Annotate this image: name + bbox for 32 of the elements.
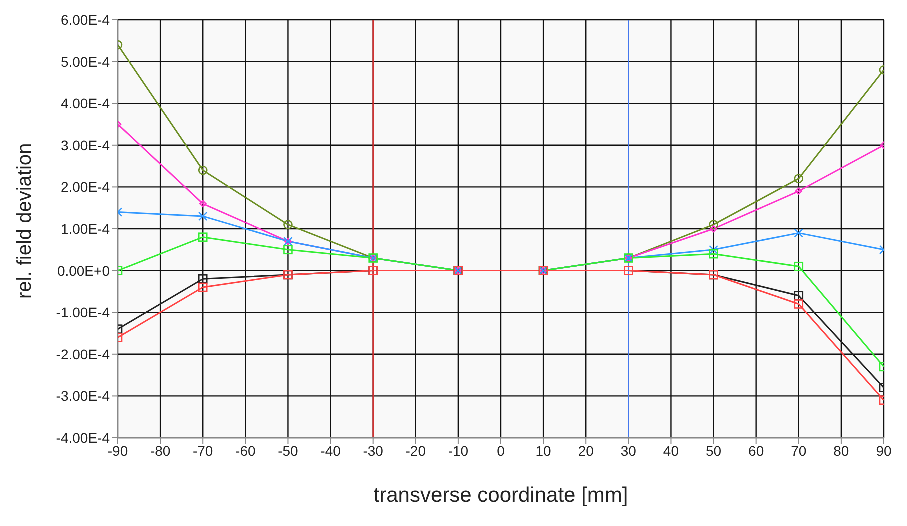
x-tick-label: -50 [278, 442, 299, 459]
x-tick-label: 0 [497, 442, 506, 459]
x-tick-label: 60 [748, 442, 764, 459]
x-tick-label: 50 [706, 442, 722, 459]
y-tick-label: 5.00E-4 [60, 54, 110, 70]
x-tick-label: -40 [320, 442, 342, 459]
x-tick-label: -60 [236, 442, 256, 459]
x-tick-label: 80 [834, 442, 850, 459]
y-tick-label: -2.00E-4 [56, 346, 110, 362]
y-tick-label: -3.00E-4 [56, 388, 110, 404]
x-tick-label: -70 [192, 442, 214, 459]
y-tick-label: 3.00E-4 [60, 137, 110, 154]
y-axis-title: rel. field deviation [14, 143, 36, 299]
y-tick-label: -1.00E-4 [56, 304, 110, 321]
x-axis-title: transverse coordinate [mm] [374, 484, 628, 507]
x-tick-label: 10 [536, 442, 552, 459]
x-tick-label: -10 [448, 442, 469, 459]
y-tick-label: 1.00E-4 [60, 220, 110, 237]
x-tick-label: 30 [620, 442, 637, 459]
x-tick-label: 40 [663, 442, 680, 459]
x-tick-label: -20 [406, 442, 426, 459]
y-tick-label: 4.00E-4 [60, 96, 110, 112]
y-tick-label: 0.00E+0 [57, 262, 110, 279]
x-tick-label: -30 [363, 442, 384, 459]
x-tick-label: -90 [108, 442, 128, 459]
y-tick-label: -4.00E-4 [56, 430, 110, 446]
x-tick-label: 90 [876, 442, 892, 459]
x-tick-label: 70 [791, 442, 807, 459]
x-tick-label: 20 [578, 442, 594, 459]
y-tick-label: 6.00E-4 [60, 12, 110, 28]
x-tick-label: -80 [150, 442, 171, 459]
y-tick-label: 2.00E-4 [60, 179, 110, 196]
